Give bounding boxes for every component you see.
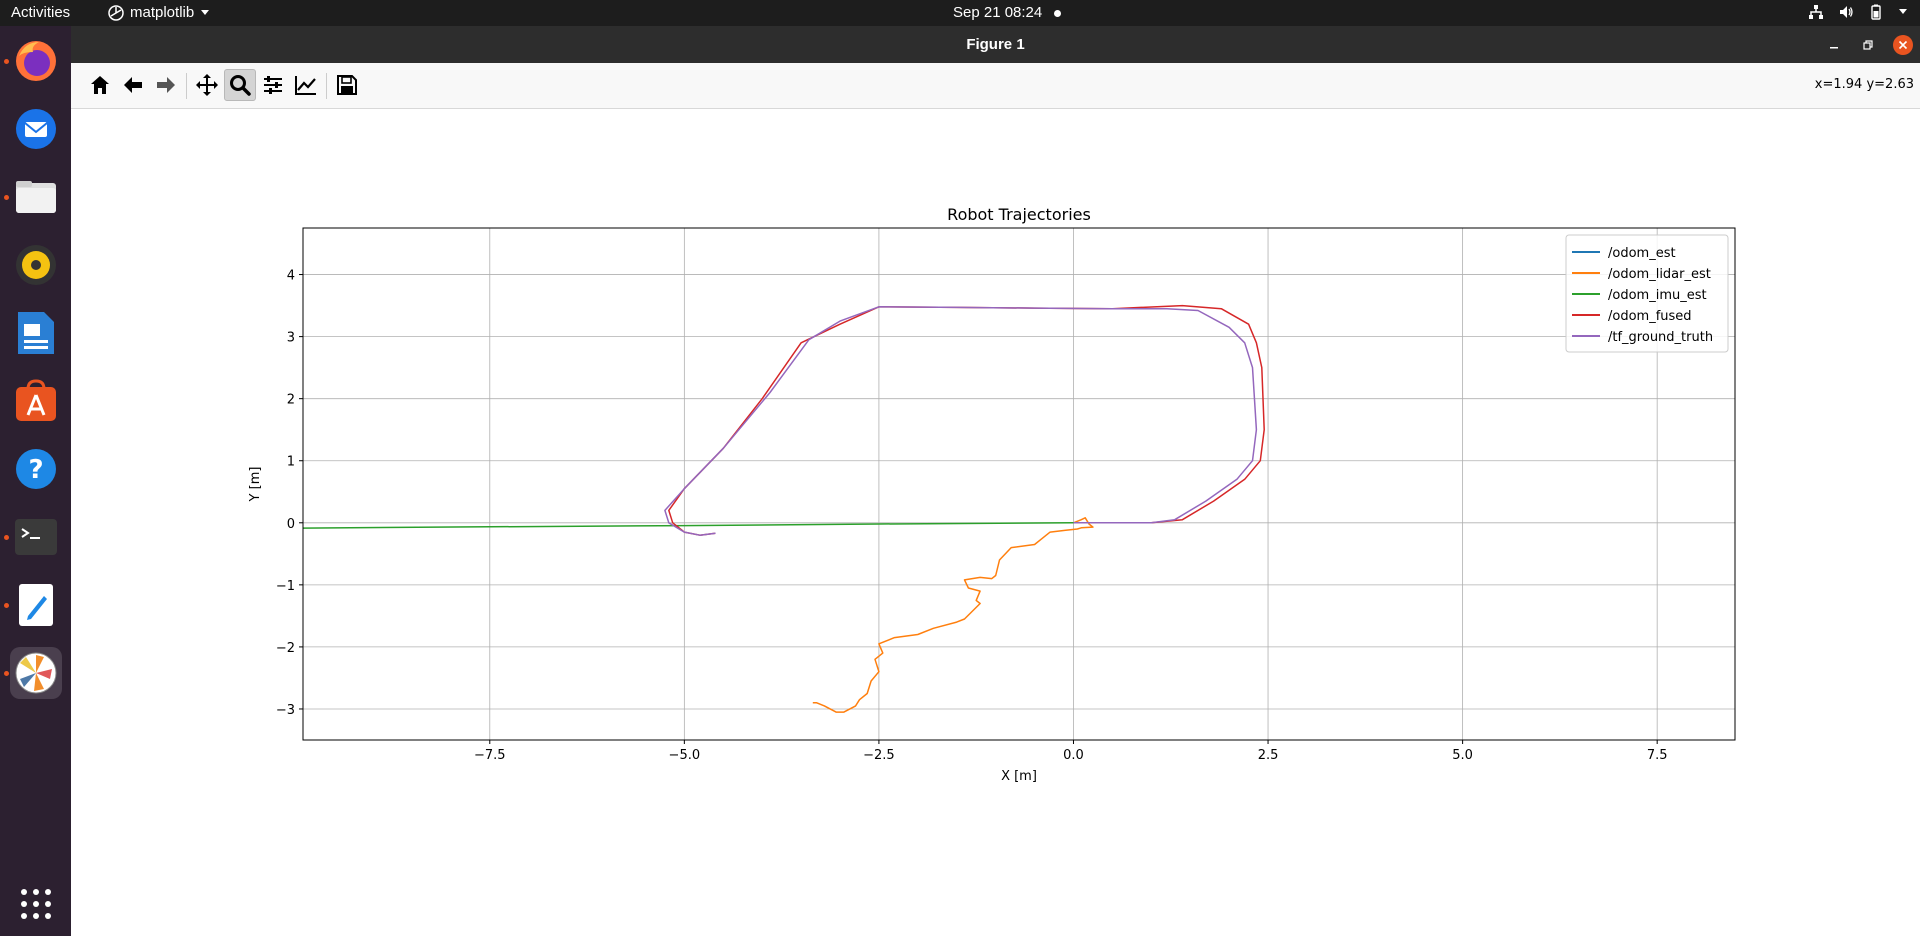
pan-button[interactable] xyxy=(191,69,223,101)
battery-icon xyxy=(1871,4,1881,20)
y-tick-label: −1 xyxy=(276,579,295,594)
legend-label: /odom_fused xyxy=(1608,309,1692,324)
x-tick-label: −5.0 xyxy=(669,748,701,763)
y-tick-label: −3 xyxy=(276,703,295,718)
back-icon xyxy=(124,77,142,93)
legend: /odom_est/odom_lidar_est/odom_imu_est/od… xyxy=(1565,234,1729,353)
running-indicator xyxy=(4,195,9,200)
back-button[interactable] xyxy=(117,69,149,101)
home-icon xyxy=(91,76,109,94)
configure-subplots-icon xyxy=(264,76,282,94)
system-tray[interactable] xyxy=(1808,4,1908,20)
y-axis-label: Y [m] xyxy=(248,467,263,503)
x-tick-label: −2.5 xyxy=(863,748,895,763)
legend-label: /tf_ground_truth xyxy=(1608,330,1713,345)
running-indicator xyxy=(4,535,9,540)
y-tick-label: 4 xyxy=(287,269,295,284)
figure-window: Figure 1 xyxy=(71,26,1920,936)
dock: ? xyxy=(0,26,71,936)
grid-lines xyxy=(303,228,1735,740)
series-line-odom-fused xyxy=(668,304,1265,536)
notification-dot xyxy=(1054,10,1061,17)
svg-text:?: ? xyxy=(28,455,43,485)
axes-frame xyxy=(302,227,1736,741)
chart-title: Robot Trajectories xyxy=(947,205,1091,224)
plot-canvas[interactable]: −7.5 −5.0 −2.5 0.0 2.5 5.0 7.5 −3 −2 −1 0 1 2 3 4 Robo… xyxy=(71,108,1920,936)
app-name: matplotlib xyxy=(130,4,195,21)
matplotlib-toolbar: x=1.94 y=2.63 xyxy=(71,63,1920,109)
series-line-tf-ground-truth xyxy=(664,306,1258,536)
x-axis-label: X [m] xyxy=(1001,769,1037,784)
app-center-icon[interactable] xyxy=(10,375,62,427)
window-title: Figure 1 xyxy=(966,36,1025,53)
close-button[interactable] xyxy=(1893,35,1913,55)
running-indicator xyxy=(4,671,9,676)
volume-icon xyxy=(1840,6,1853,18)
activities-button[interactable]: Activities xyxy=(11,4,71,21)
rhythmbox-icon[interactable] xyxy=(10,239,62,291)
ticks: −7.5 −5.0 −2.5 0.0 2.5 5.0 7.5 −3 −2 −1 0 1 2 3 4 xyxy=(276,269,1668,763)
thunderbird-icon[interactable] xyxy=(10,103,62,155)
cursor-coordinates: x=1.94 y=2.63 xyxy=(1814,77,1914,92)
running-indicator xyxy=(4,59,9,64)
restore-icon xyxy=(1863,40,1873,50)
terminal-icon[interactable] xyxy=(10,511,62,563)
top-bar: Activities matplotlib Sep 21 08:24 xyxy=(0,0,1920,26)
y-tick-label: −2 xyxy=(276,641,295,656)
edit-axis-icon xyxy=(295,76,316,95)
legend-label: /odom_lidar_est xyxy=(1608,267,1711,282)
configure-subplots-button[interactable] xyxy=(257,69,289,101)
files-icon[interactable] xyxy=(10,171,62,223)
legend-label: /odom_imu_est xyxy=(1608,288,1707,303)
legend-box xyxy=(1565,234,1729,353)
x-tick-label: 7.5 xyxy=(1647,748,1668,763)
chevron-down-icon xyxy=(201,9,210,15)
minimize-button[interactable] xyxy=(1824,35,1844,55)
zoom-icon xyxy=(230,75,251,96)
matplotlib-small-icon xyxy=(108,4,124,21)
series-line-odom-imu-est xyxy=(303,522,1074,529)
minimize-icon xyxy=(1830,47,1838,49)
y-tick-label: 2 xyxy=(287,393,295,408)
close-icon xyxy=(1898,40,1908,50)
series-lines xyxy=(303,304,1265,713)
app-menu[interactable]: matplotlib xyxy=(108,4,210,21)
x-tick-label: 0.0 xyxy=(1063,748,1084,763)
x-tick-label: −7.5 xyxy=(474,748,506,763)
toolbar-separator xyxy=(186,73,187,99)
y-tick-label: 0 xyxy=(287,517,295,532)
show-apps-icon[interactable] xyxy=(10,878,62,930)
text-editor-icon[interactable] xyxy=(10,579,62,631)
legend-label: /odom_est xyxy=(1608,246,1676,261)
matplotlib-icon[interactable] xyxy=(10,647,62,699)
forward-button[interactable] xyxy=(150,69,182,101)
y-tick-label: 1 xyxy=(287,455,295,470)
help-icon[interactable]: ? xyxy=(10,443,62,495)
x-tick-label: 5.0 xyxy=(1452,748,1473,763)
firefox-icon[interactable] xyxy=(10,35,62,87)
chevron-down-icon xyxy=(1899,9,1907,14)
edit-axis-button[interactable] xyxy=(290,69,322,101)
clock[interactable]: Sep 21 08:24 xyxy=(953,4,1043,21)
libreoffice-writer-icon[interactable] xyxy=(10,307,62,359)
network-icon xyxy=(1809,5,1823,19)
x-tick-label: 2.5 xyxy=(1258,748,1279,763)
pan-icon xyxy=(196,74,218,96)
forward-icon xyxy=(157,77,175,93)
running-indicator xyxy=(4,603,9,608)
toolbar-separator xyxy=(326,73,327,99)
save-icon xyxy=(337,75,357,95)
home-button[interactable] xyxy=(84,69,116,101)
zoom-button[interactable] xyxy=(224,69,256,101)
save-button[interactable] xyxy=(331,69,363,101)
y-tick-label: 3 xyxy=(287,331,295,346)
maximize-button[interactable] xyxy=(1858,35,1878,55)
series-line-odom-lidar-est xyxy=(812,517,1094,713)
title-bar[interactable]: Figure 1 xyxy=(71,26,1920,63)
